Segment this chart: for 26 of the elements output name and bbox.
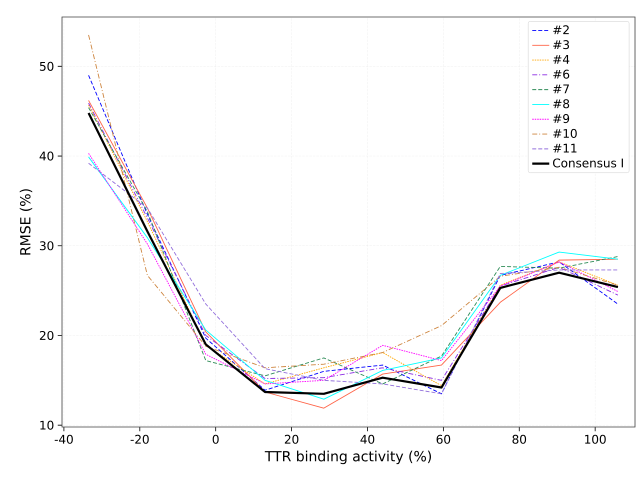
x-tick-label: 40 bbox=[360, 434, 374, 444]
y-tick-label: 40 bbox=[40, 152, 54, 161]
x-axis-title: TTR binding activity (%) bbox=[264, 450, 432, 464]
y-tick-label: 30 bbox=[40, 241, 54, 250]
legend-label: #8 bbox=[553, 99, 570, 108]
x-tick-label: 80 bbox=[512, 434, 526, 444]
y-tick-label: 10 bbox=[40, 420, 54, 430]
line-series bbox=[88, 34, 618, 368]
y-axis-title: RMSE (%) bbox=[20, 189, 32, 255]
x-tick-label: 60 bbox=[436, 434, 450, 444]
x-tick-label: -40 bbox=[54, 434, 73, 444]
legend-label: #2 bbox=[553, 25, 569, 34]
legend-label: #4 bbox=[553, 54, 570, 64]
legend-label: #3 bbox=[553, 40, 569, 50]
legend-label: #10 bbox=[553, 128, 577, 138]
y-tick-label: 50 bbox=[40, 62, 54, 71]
legend-label: #6 bbox=[553, 70, 570, 79]
x-tick-label: 100 bbox=[585, 434, 606, 444]
legend-label: #7 bbox=[553, 84, 569, 94]
legend-label: Consensus I bbox=[553, 158, 623, 168]
legend-label: #11 bbox=[553, 144, 576, 152]
x-tick-label: 20 bbox=[284, 434, 298, 444]
x-tick-label: 0 bbox=[212, 434, 219, 444]
y-tick-label: 20 bbox=[40, 330, 54, 340]
x-tick-label: -20 bbox=[130, 434, 149, 444]
legend-label: #9 bbox=[553, 114, 570, 124]
